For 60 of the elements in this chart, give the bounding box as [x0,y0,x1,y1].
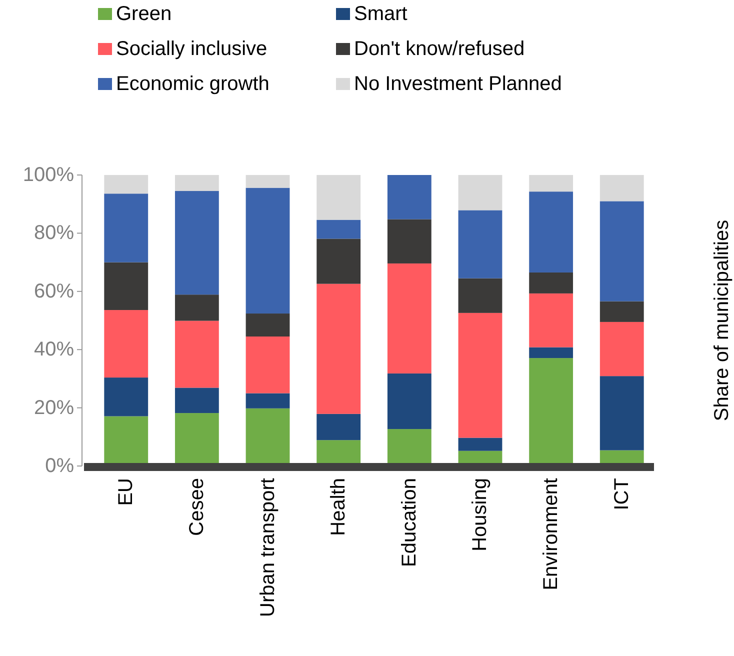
x-tick-label: Urban transport [256,478,279,617]
bar [246,336,290,394]
y-tick-label: 20% [34,396,74,419]
bar [104,378,148,416]
bar [600,201,644,302]
bar [600,301,644,322]
legend-label: Socially inclusive [116,38,268,60]
x-tick-label: Cesee [186,478,208,536]
bar [529,175,574,192]
bar [600,322,644,376]
bar [458,278,502,313]
bar [246,314,290,337]
legend-label: No Investment Planned [354,73,562,95]
bar [316,238,361,284]
bar [246,188,290,314]
bar [316,284,361,414]
bar [104,194,148,262]
bar [529,347,574,358]
bar [246,393,290,408]
bar [174,175,219,192]
bar [316,175,361,220]
y-tick-label: 100% [22,164,74,186]
bar [458,312,502,438]
bar [104,175,148,194]
legend-label: Green [116,3,172,25]
bar [458,210,502,278]
x-tick-label: EU [115,478,138,506]
y-axis-title: Share of municipalities [711,220,733,422]
bar [387,263,432,374]
bar [104,262,148,310]
y-tick-label: 0% [45,455,74,477]
legend-label: Smart [354,3,408,25]
legend-label: Economic growth [116,73,270,95]
bar [600,376,644,450]
bar [316,414,361,440]
x-tick-label: Education [398,478,420,567]
bar [458,175,502,210]
y-tick-label: 40% [34,338,74,361]
x-tick-label: ICT [610,478,633,510]
bar [458,438,502,451]
bar [174,294,219,321]
bar [600,175,644,202]
bar [529,293,574,348]
bar [174,388,219,414]
x-tick-label: Environment [540,478,562,590]
bar [529,272,574,294]
x-tick-label: Health [328,478,350,536]
bar [529,192,574,272]
bar [246,175,290,188]
bar [316,220,361,239]
bar [174,320,219,388]
bar [174,191,219,295]
bar [387,175,432,220]
legend-label: Don't know/refused [354,38,525,60]
y-tick-label: 60% [34,280,74,302]
bar [387,373,432,430]
bar [387,219,432,264]
x-tick-label: Housing [469,478,492,552]
y-tick-label: 80% [34,222,74,244]
bar [104,310,148,378]
